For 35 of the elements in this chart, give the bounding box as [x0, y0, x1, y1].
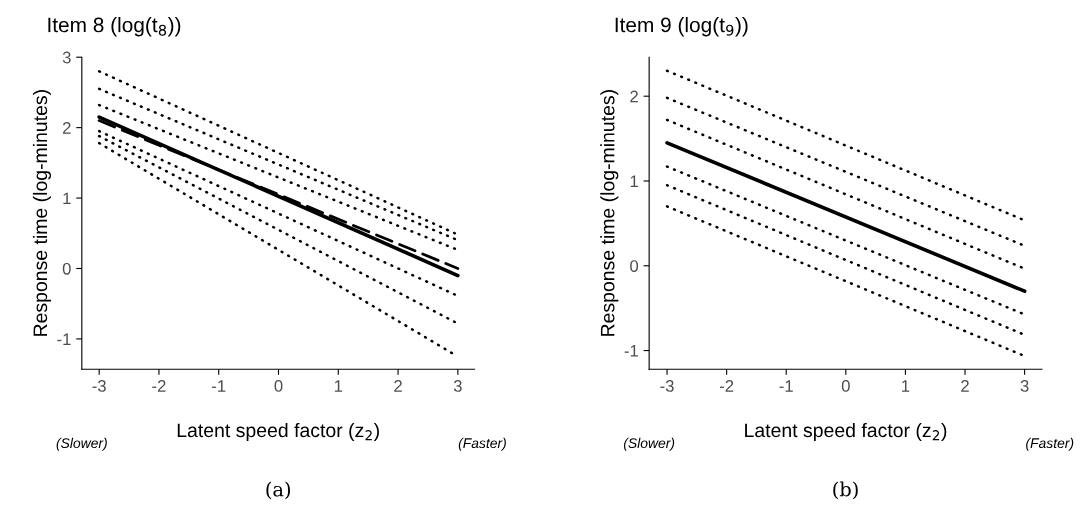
y-tick-label: 1: [630, 175, 638, 188]
x-tick-label: 0: [274, 380, 283, 392]
x-tick-label: 3: [1020, 380, 1029, 392]
x-axis-title: Latent speed factor (z$_{2}$): [745, 422, 947, 442]
y-tick-label: -1: [57, 333, 71, 345]
x-tick-label: -2: [152, 380, 166, 392]
y-tick-label: 2: [62, 122, 71, 134]
text: (b): [833, 481, 858, 500]
x-tick-label: -3: [660, 380, 674, 392]
x-tick-label: 2: [394, 380, 402, 392]
text: (a): [266, 481, 291, 500]
text: (Slower): [56, 437, 107, 451]
chart-title: Item 8 (log(t$_{8}$)): [48, 16, 181, 37]
text: (Slower): [623, 437, 675, 451]
y-tick-label: -1: [624, 345, 638, 357]
chart-title: Item 9 (log(t$_{9}$)): [615, 16, 748, 37]
y-axis-title: Response time (log-minutes): [600, 90, 619, 336]
y-tick-label: 1: [63, 192, 71, 205]
x-tick-label: -2: [719, 380, 734, 392]
x-tick-label: -3: [92, 380, 106, 392]
y-tick-label: 2: [630, 90, 638, 103]
y-tick-label: 0: [630, 260, 639, 272]
text: (Faster): [458, 437, 506, 451]
x-tick-label: 0: [841, 380, 850, 392]
x-tick-label: 1: [334, 380, 343, 392]
x-tick-label: 3: [453, 380, 462, 392]
x-axis-title: Latent speed factor (z$_{2}$): [177, 422, 379, 442]
x-tick-label: -1: [212, 380, 226, 392]
y-axis-title: Response time (log-minutes): [32, 90, 52, 336]
y-tick-label: 0: [62, 262, 71, 275]
x-tick-label: 2: [961, 380, 969, 392]
text: (Faster): [1026, 437, 1074, 451]
x-tick-label: -1: [779, 380, 793, 392]
y-tick-label: 3: [62, 51, 71, 64]
x-tick-label: 1: [902, 380, 910, 392]
